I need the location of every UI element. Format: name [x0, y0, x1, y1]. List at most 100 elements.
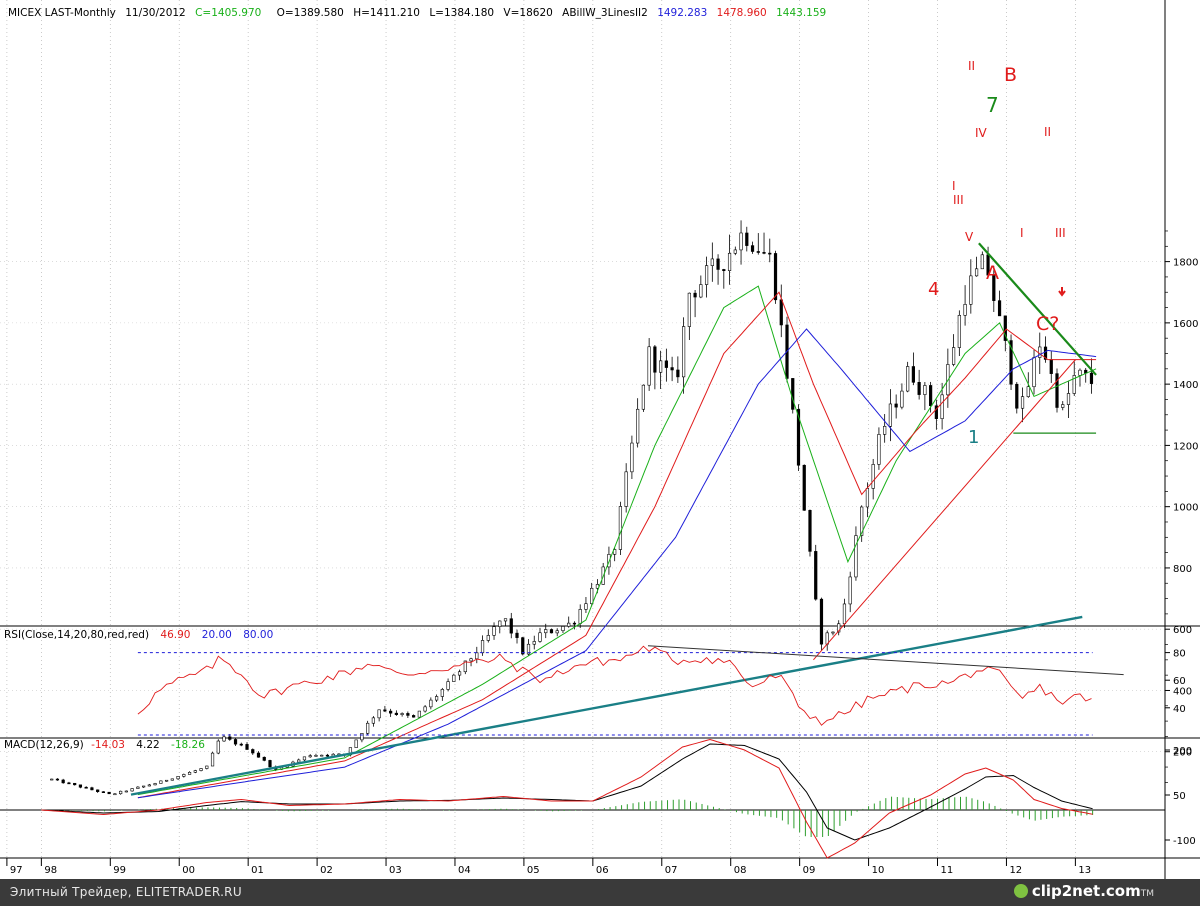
macd-tick-label: 50	[1173, 791, 1186, 802]
x-tick-label: 05	[527, 865, 540, 876]
candle-body	[883, 426, 887, 435]
candle-body	[268, 760, 272, 768]
candle-body	[182, 774, 186, 777]
candle-body	[1003, 315, 1007, 341]
price-tick-label: 1000	[1173, 503, 1198, 514]
candle-body	[434, 696, 439, 701]
candle-body	[210, 752, 215, 767]
open-value: O=1389.580	[277, 7, 344, 19]
candle-body	[251, 749, 255, 754]
clip2net-brand-text: clip2net.com	[1031, 882, 1141, 900]
candle-body	[1026, 386, 1030, 397]
candle-body	[584, 603, 588, 610]
rsi-header: RSI(Close,14,20,80,red,red) 46.90 20.00 …	[4, 629, 273, 641]
annotation-iii-left: III	[953, 193, 964, 207]
annotation-1: 1	[968, 427, 979, 448]
rsi-tick-label: 60	[1173, 676, 1186, 687]
macd-label: MACD(12,26,9)	[4, 739, 84, 751]
annotation-c: C?	[1036, 313, 1059, 335]
candle-body	[733, 249, 737, 254]
rsi-axis-ticks: 40 60 80	[1165, 649, 1186, 715]
candle-body	[647, 346, 651, 386]
clip2net-tm: TM	[1140, 889, 1154, 899]
candle-body	[802, 464, 806, 511]
candle-body	[389, 710, 393, 714]
candle-body	[371, 717, 375, 724]
clip2net-icon	[1013, 884, 1028, 898]
candle-body	[963, 304, 967, 316]
candle-body	[969, 275, 973, 305]
candle-body	[1072, 375, 1076, 394]
candle-body	[366, 722, 370, 734]
indicator-name: ABillW_3LinesII2	[562, 7, 648, 19]
x-tick-label: 98	[44, 865, 57, 876]
candle-body	[113, 793, 117, 796]
annotation-a: A	[986, 262, 999, 284]
candle-body	[1038, 346, 1042, 358]
candle-body	[67, 782, 71, 785]
rsi-trendline	[647, 645, 1124, 676]
candle-body	[756, 251, 760, 253]
candle-body	[417, 710, 421, 718]
rsi-upper-level: 80.00	[243, 629, 273, 641]
candle-body	[900, 390, 904, 408]
footer-site-text: Элитный Трейдер, ELITETRADER.RU	[10, 885, 242, 899]
candle-body	[980, 254, 984, 270]
candle-body	[727, 252, 732, 271]
candle-body	[791, 378, 795, 410]
candle-body	[1066, 393, 1071, 405]
candle-body	[578, 609, 582, 624]
candle-body	[951, 347, 956, 365]
ma-line-red	[137, 291, 1097, 799]
candle-body	[676, 369, 680, 378]
candle-body	[383, 709, 387, 712]
candle-body	[498, 620, 502, 627]
candle-body	[618, 506, 623, 550]
candle-body	[957, 315, 961, 348]
x-tick-label: 03	[389, 865, 402, 876]
candle-body	[515, 632, 519, 638]
annotation-i-left: I	[952, 179, 956, 193]
candle-body	[78, 784, 83, 788]
x-tick-label: 10	[872, 865, 885, 876]
candle-body	[739, 232, 743, 251]
low-value: L=1384.180	[429, 7, 494, 19]
candle-body	[187, 771, 192, 775]
candle-body	[682, 326, 686, 378]
indicator-green-value: 1443.159	[776, 7, 826, 19]
indicator-blue-value: 1492.283	[657, 7, 707, 19]
candle-body	[176, 776, 180, 780]
candle-body	[164, 779, 169, 782]
candle-body	[136, 786, 140, 789]
candle-body	[480, 640, 485, 654]
candle-body	[860, 506, 864, 536]
candle-body	[124, 790, 128, 793]
candle-body	[894, 403, 898, 408]
candle-body	[205, 765, 209, 769]
annotation-iv: IV	[975, 126, 988, 140]
price-tick-label: 1600	[1173, 319, 1198, 330]
macd-plot	[0, 738, 1165, 859]
candle-body	[469, 658, 473, 662]
price-header: MICEX LAST-Monthly 11/30/2012 C=1405.970…	[8, 7, 826, 19]
candle-body	[636, 408, 640, 444]
x-tick-label: 00	[182, 865, 195, 876]
candle-body	[130, 788, 134, 792]
rsi-line	[137, 645, 1092, 726]
candle-body	[503, 618, 508, 622]
candle-body	[722, 269, 726, 271]
candle-body	[659, 360, 663, 373]
candle-body	[997, 300, 1002, 317]
candle-body	[492, 626, 496, 636]
candle-body	[216, 740, 220, 754]
candle-body	[233, 739, 238, 745]
ma-line-blue	[137, 328, 1097, 799]
trendline-7	[978, 242, 1097, 376]
annotation-i-right: I	[1020, 226, 1024, 240]
annotation-v: V	[965, 230, 974, 244]
macd-signal-line	[41, 743, 1093, 841]
ma-line-green	[137, 285, 1097, 796]
x-tick-label: 99	[113, 865, 126, 876]
candle-body	[837, 623, 841, 633]
